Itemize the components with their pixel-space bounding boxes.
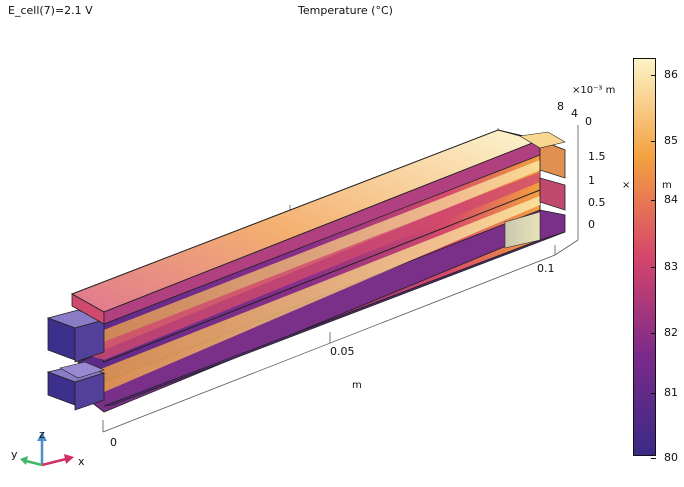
y-multiplier-label: ×10⁻³ m <box>572 85 616 96</box>
colorbar-tick-label: 85 <box>664 134 678 147</box>
triad-y-label: y <box>11 448 18 461</box>
colorbar-tick-label: 81 <box>664 386 678 399</box>
battery-stack-middle <box>46 147 541 363</box>
triad-x-label: x <box>78 455 85 468</box>
triad-y-axis <box>25 459 43 467</box>
temperature-colorbar <box>633 58 656 456</box>
triad-z-label: z <box>39 428 45 441</box>
x-tick-label: 0 <box>110 436 117 449</box>
colorbar-tick-label: 83 <box>664 260 678 273</box>
z-tick-label: 1.5 <box>588 150 606 163</box>
y-tick-label: 8 <box>557 100 564 113</box>
x-unit-label: m <box>352 380 362 391</box>
colorbar-tick-label: 82 <box>664 326 678 339</box>
z-multiplier-label: × <box>622 180 631 191</box>
y-tick-label: 0 <box>585 115 592 128</box>
triad-x-axis <box>41 457 67 467</box>
battery-end-caps <box>504 131 566 249</box>
z-tick-label: 0.5 <box>588 196 606 209</box>
colorbar-tick-label: 86 <box>664 68 678 81</box>
y-tick-label: 4 <box>571 107 578 120</box>
z-tick-label: 1 <box>588 174 595 187</box>
colorbar-tick-label: 80 <box>664 451 678 464</box>
x-tick-label: 0.05 <box>330 345 355 358</box>
z-unit-label: m <box>662 180 672 191</box>
parameter-label: E_cell(7)=2.1 V <box>8 4 93 17</box>
axis-triad <box>20 432 74 467</box>
colorbar-tick-label: 84 <box>664 193 678 206</box>
plot-title: Temperature (°C) <box>298 4 393 17</box>
z-tick-label: 0 <box>588 218 595 231</box>
x-tick-label: 0.1 <box>537 262 555 275</box>
